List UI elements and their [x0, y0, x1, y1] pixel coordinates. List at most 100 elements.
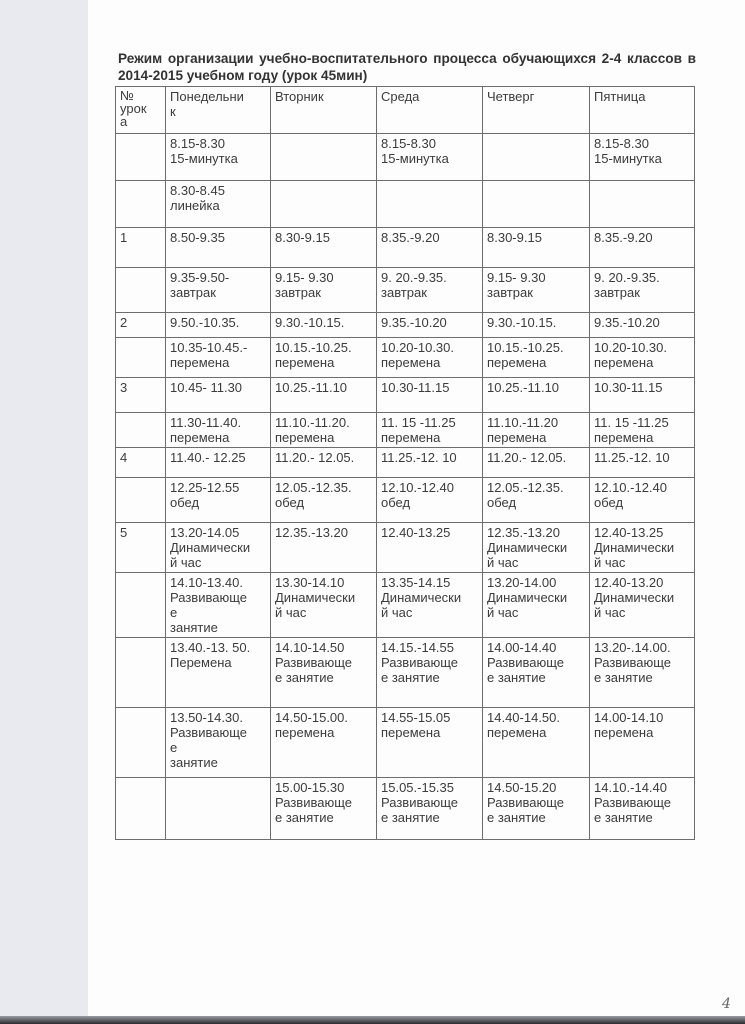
schedule-cell: 12.10.-12.40 обед — [589, 477, 695, 523]
schedule-cell: 8.30-8.45 линейка — [165, 180, 271, 228]
column-header: Среда — [376, 86, 483, 134]
schedule-cell: 9. 20.-9.35. завтрак — [589, 267, 695, 313]
schedule-cell: 9.50.-10.35. — [165, 312, 271, 338]
schedule-cell: 13.20-14.05 Динамически й час — [165, 522, 271, 573]
schedule-cell: 8.15-8.30 15-минутка — [589, 133, 695, 181]
schedule-cell: 9.35.-10.20 — [376, 312, 483, 338]
lesson-number-cell — [115, 267, 166, 313]
table-row: 1 8.50-9.35 8.30-9.15 8.35.-9.20 8.30-9.15 8.… — [115, 227, 695, 268]
column-header: Понедельни к — [165, 86, 271, 134]
schedule-cell: 14.00-14.40 Развивающе е занятие — [482, 637, 590, 708]
table-row: 5 13.20-14.05 Динамически й час 12.35.-13.… — [115, 522, 695, 573]
lesson-number-cell: 4 — [115, 447, 166, 478]
lesson-number-cell — [115, 412, 166, 448]
lesson-number-cell — [115, 133, 166, 181]
schedule-cell: 12.35.-13.20 — [270, 522, 377, 573]
schedule-cell: 12.35.-13.20 Динамически й час — [482, 522, 590, 573]
schedule-cell: 11.40.- 12.25 — [165, 447, 271, 478]
schedule-cell: 14.40-14.50. перемена — [482, 707, 590, 778]
schedule-cell: 14.10-13.40. Развивающе е занятие — [165, 572, 271, 638]
schedule-table: № урок а Понедельни к Вторник Среда Четверг П… — [115, 86, 695, 840]
column-header: Пятница — [589, 86, 695, 134]
schedule-cell: 13.50-14.30. Развивающе е занятие — [165, 707, 271, 778]
schedule-cell: 10.25.-11.10 — [482, 377, 590, 413]
table-row: 15.00-15.30 Развивающе е занятие 15.05.-1… — [115, 777, 695, 840]
schedule-cell: 14.50-15.00. перемена — [270, 707, 377, 778]
schedule-cell: 14.50-15.20 Развивающе е занятие — [482, 777, 590, 840]
schedule-cell: 10.20-10.30. перемена — [376, 337, 483, 378]
lesson-number-cell: 5 — [115, 522, 166, 573]
schedule-cell: 12.40-13.25 — [376, 522, 483, 573]
schedule-cell: 11. 15 -11.25 перемена — [589, 412, 695, 448]
schedule-cell: 10.30-11.15 — [376, 377, 483, 413]
schedule-cell: 10.15.-10.25. перемена — [482, 337, 590, 378]
schedule-cell: 8.15-8.30 15-минутка — [376, 133, 483, 181]
schedule-cell: 12.10.-12.40 обед — [376, 477, 483, 523]
lesson-number-cell — [115, 180, 166, 228]
schedule-cell: 10.25.-11.10 — [270, 377, 377, 413]
schedule-cell: 11. 15 -11.25 перемена — [376, 412, 483, 448]
schedule-cell: 8.35.-9.20 — [376, 227, 483, 268]
schedule-cell — [270, 133, 377, 181]
schedule-cell: 10.15.-10.25. перемена — [270, 337, 377, 378]
schedule-cell: 9. 20.-9.35. завтрак — [376, 267, 483, 313]
table-row: 11.30-11.40. перемена 11.10.-11.20. перем… — [115, 412, 695, 448]
schedule-cell: 14.55-15.05 перемена — [376, 707, 483, 778]
schedule-cell: 14.10.-14.40 Развивающе е занятие — [589, 777, 695, 840]
table-row: 8.15-8.30 15-минутка 8.15-8.30 15-минутка… — [115, 133, 695, 181]
schedule-cell: 15.05.-15.35 Развивающе е занятие — [376, 777, 483, 840]
lesson-number-cell — [115, 707, 166, 778]
schedule-cell: 12.40-13.25 Динамически й час — [589, 522, 695, 573]
schedule-cell: 13.30-14.10 Динамически й час — [270, 572, 377, 638]
schedule-cell: 8.15-8.30 15-минутка — [165, 133, 271, 181]
schedule-cell: 11.30-11.40. перемена — [165, 412, 271, 448]
table-row: 2 9.50.-10.35. 9.30.-10.15. 9.35.-10.20 9.30… — [115, 312, 695, 338]
schedule-cell: 14.15.-14.55 Развивающе е занятие — [376, 637, 483, 708]
schedule-cell: 9.15- 9.30 завтрак — [482, 267, 590, 313]
header-row: № урок а Понедельни к Вторник Среда Четверг П… — [115, 86, 695, 134]
scan-bottom-edge — [0, 1016, 745, 1024]
lesson-number-cell: 1 — [115, 227, 166, 268]
schedule-cell — [165, 777, 271, 840]
table-row: 8.30-8.45 линейка — [115, 180, 695, 228]
lesson-number-cell — [115, 777, 166, 840]
schedule-cell — [589, 180, 695, 228]
schedule-cell — [376, 180, 483, 228]
lesson-number-cell — [115, 572, 166, 638]
schedule-cell: 9.15- 9.30 завтрак — [270, 267, 377, 313]
schedule-cell: 14.10-14.50 Развивающе е занятие — [270, 637, 377, 708]
schedule-cell: 12.25-12.55 обед — [165, 477, 271, 523]
lesson-number-cell — [115, 337, 166, 378]
table-row: 4 11.40.- 12.25 11.20.- 12.05. 11.25.-12. 1… — [115, 447, 695, 478]
schedule-cell: 9.30.-10.15. — [270, 312, 377, 338]
schedule-cell: 11.10.-11.20 перемена — [482, 412, 590, 448]
scan-edge — [0, 0, 88, 1016]
schedule-cell: 13.35-14.15 Динамически й час — [376, 572, 483, 638]
lesson-number-cell: 3 — [115, 377, 166, 413]
schedule-cell: 9.30.-10.15. — [482, 312, 590, 338]
schedule-cell: 10.35-10.45.- перемена — [165, 337, 271, 378]
schedule-cell: 12.05.-12.35. обед — [270, 477, 377, 523]
schedule-cell: 12.05.-12.35. обед — [482, 477, 590, 523]
table-row: 3 10.45- 11.30 10.25.-11.10 10.30-11.15 10.2… — [115, 377, 695, 413]
schedule-cell: 11.20.- 12.05. — [482, 447, 590, 478]
schedule-cell: 14.00-14.10 перемена — [589, 707, 695, 778]
document-title: Режим организации учебно-воспитательного… — [118, 51, 696, 83]
lesson-number-cell — [115, 637, 166, 708]
schedule-cell: 8.50-9.35 — [165, 227, 271, 268]
table-row: 12.25-12.55 обед 12.05.-12.35. обед 12.10.… — [115, 477, 695, 523]
column-header: Вторник — [270, 86, 377, 134]
schedule-cell: 13.20-14.00 Динамически й час — [482, 572, 590, 638]
schedule-cell — [482, 180, 590, 228]
schedule-cell: 11.20.- 12.05. — [270, 447, 377, 478]
table-row: 14.10-13.40. Развивающе е занятие 13.30-1… — [115, 572, 695, 638]
schedule-cell: 12.40-13.20 Динамически й час — [589, 572, 695, 638]
schedule-cell: 10.45- 11.30 — [165, 377, 271, 413]
schedule-cell: 10.20-10.30. перемена — [589, 337, 695, 378]
table-row: 13.50-14.30. Развивающе е занятие 14.50-1… — [115, 707, 695, 778]
schedule-cell: 11.10.-11.20. перемена — [270, 412, 377, 448]
schedule-cell — [270, 180, 377, 228]
schedule-cell: 10.30-11.15 — [589, 377, 695, 413]
schedule-cell: 13.40.-13. 50. Перемена — [165, 637, 271, 708]
column-header: № урок а — [115, 86, 166, 134]
